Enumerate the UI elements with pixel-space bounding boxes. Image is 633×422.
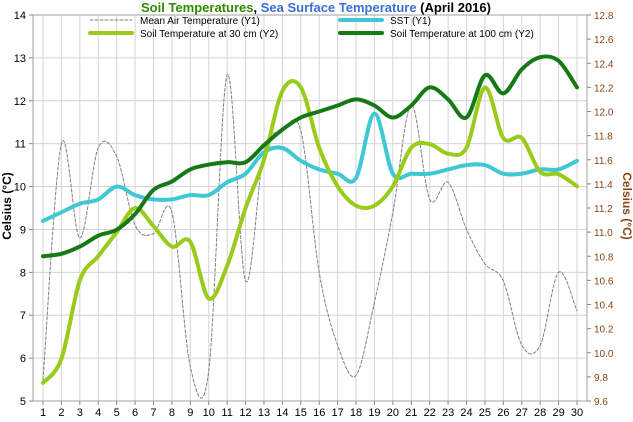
x-tick-label: 2 (58, 407, 64, 417)
x-tick-label: 7 (150, 407, 156, 417)
y-left-tick-label: 13 (14, 53, 26, 65)
legend: Mean Air Temperature (Y1) SST (Y1) Soil Te… (88, 16, 534, 40)
x-tick-label: 18 (350, 407, 362, 417)
x-tick-label: 4 (95, 407, 101, 417)
y-left-tick-label: 5 (20, 396, 26, 408)
title-part: (April 2016) (417, 0, 491, 15)
x-tick-label: 29 (552, 407, 564, 417)
x-tick-label: 9 (187, 407, 193, 417)
x-tick-label: 30 (571, 407, 583, 417)
x-tick-label: 23 (442, 407, 454, 417)
y-left-tick-label: 9 (20, 224, 26, 236)
y-left-tick-label: 10 (14, 182, 26, 194)
y-left-tick-label: 8 (20, 267, 26, 279)
x-tick-label: 5 (114, 407, 120, 417)
legend-label-1: Mean Air Temperature (Y1) (140, 16, 260, 27)
x-tick-label: 12 (239, 407, 251, 417)
x-tick-label: 20 (387, 407, 399, 417)
y-right-tick-label: 12.6 (594, 35, 614, 46)
axes: 5678910111213149.69.810.010.210.410.610.… (14, 10, 614, 419)
legend-label-4: Soil Temperature at 100 cm (Y2) (390, 29, 534, 40)
y-axis-right-label: Celsius (°C) (620, 172, 633, 239)
y-right-tick-label: 11.0 (594, 228, 613, 239)
y-right-tick-label: 12.4 (594, 59, 614, 70)
y-left-tick-label: 7 (20, 310, 26, 322)
y-left-tick-label: 6 (20, 353, 26, 365)
x-tick-label: 13 (258, 407, 270, 417)
y-right-tick-label: 9.6 (594, 397, 608, 408)
x-tick-label: 22 (424, 407, 436, 417)
x-tick-label: 8 (169, 407, 175, 417)
x-tick-label: 19 (368, 407, 380, 417)
series-line-2 (41, 111, 579, 223)
legend-label-3: Soil Temperature at 30 cm (Y2) (140, 29, 278, 40)
y-right-tick-label: 11.8 (594, 132, 613, 143)
x-tick-label: 14 (276, 407, 288, 417)
x-tick-label: 16 (313, 407, 325, 417)
x-tick-label: 1 (40, 407, 46, 417)
x-tick-label: 11 (221, 407, 232, 417)
x-tick-label: 15 (295, 407, 307, 417)
y-axis-left-label: Celsius (°C) (0, 172, 14, 239)
y-right-tick-label: 10.2 (594, 325, 614, 336)
y-right-tick-label: 11.6 (594, 156, 613, 167)
chart-title: Soil Temperatures, Sea Surface Temperatu… (141, 0, 491, 15)
x-tick-label: 27 (516, 407, 528, 417)
y-left-tick-label: 11 (15, 139, 26, 151)
legend-label-2: SST (Y1) (390, 16, 431, 27)
y-right-tick-label: 10.4 (594, 301, 614, 312)
y-right-tick-label: 12.2 (594, 83, 614, 94)
series-line-4 (41, 54, 579, 259)
title-part: , (253, 0, 260, 15)
x-tick-label: 17 (331, 407, 343, 417)
y-right-tick-label: 12.8 (594, 11, 614, 22)
x-tick-label: 25 (479, 407, 491, 417)
title-part: Soil Temperatures (141, 0, 253, 15)
x-tick-label: 10 (203, 407, 215, 417)
x-tick-label: 6 (132, 407, 138, 417)
y-left-tick-label: 12 (14, 96, 26, 108)
y-right-tick-label: 9.8 (594, 373, 608, 384)
series-lines (41, 54, 579, 399)
series-line-3 (41, 79, 579, 385)
y-right-tick-label: 12.0 (594, 108, 614, 119)
x-tick-label: 21 (405, 407, 417, 417)
series-line-1 (42, 74, 578, 399)
x-tick-label: 24 (460, 407, 472, 417)
x-tick-label: 3 (77, 407, 83, 417)
title-part: Sea Surface Temperature (261, 0, 417, 15)
y-left-tick-label: 14 (14, 10, 26, 22)
y-right-tick-label: 10.0 (594, 349, 614, 360)
x-tick-label: 28 (534, 407, 546, 417)
y-right-tick-label: 10.8 (594, 252, 614, 263)
y-right-tick-label: 11.4 (594, 180, 613, 191)
y-right-tick-label: 11.2 (594, 204, 613, 215)
y-right-tick-label: 10.6 (594, 276, 614, 287)
x-tick-label: 26 (497, 407, 509, 417)
